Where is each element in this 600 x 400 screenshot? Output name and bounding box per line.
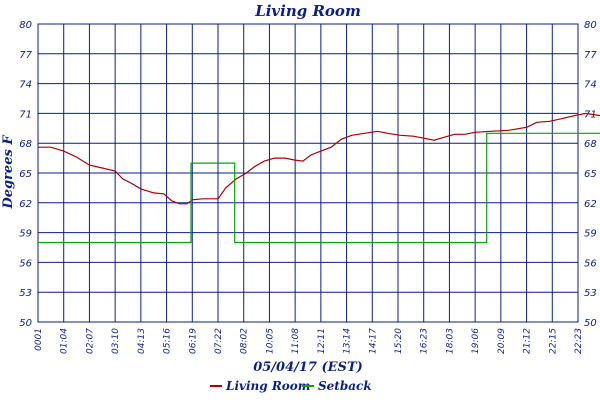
y-tick-label-left: 56 — [19, 258, 32, 269]
y-tick-labels-right: 50 53 56 59 62 65 68 71 74 77 80 — [584, 20, 597, 329]
x-tick-label: 21:12 — [523, 328, 533, 354]
x-tick-label: 06:19 — [188, 328, 198, 354]
y-axis-label: Degrees F — [1, 135, 16, 210]
y-tick-label-left: 59 — [19, 229, 32, 240]
x-tick-label: 22:23 — [574, 328, 584, 354]
y-tick-label-left: 71 — [19, 109, 32, 120]
y-tick-label-left: 77 — [19, 50, 32, 61]
y-tick-label-left: 62 — [19, 199, 32, 210]
x-tick-label: 13:14 — [343, 328, 353, 354]
chart-title: Living Room — [254, 2, 361, 20]
y-tick-labels-left: 50 53 56 59 62 65 68 71 74 77 80 — [19, 20, 32, 329]
y-tick-label-right: 71 — [584, 109, 597, 120]
x-tick-label: 02:07 — [85, 328, 95, 354]
x-tick-label: 15:20 — [394, 328, 404, 354]
x-tick-label: 19:06 — [471, 328, 481, 354]
x-tick-label: 22:15 — [548, 328, 558, 354]
legend-label: Setback — [318, 379, 372, 393]
x-tick-label: 20:09 — [497, 328, 507, 354]
x-tick-label: 12:11 — [317, 328, 327, 354]
series-group — [38, 112, 600, 244]
y-tick-label-right: 80 — [584, 20, 597, 31]
grid — [37, 23, 579, 323]
y-tick-label-right: 77 — [584, 50, 597, 61]
x-tick-label: 07:22 — [214, 328, 224, 354]
x-tick-label: 14:17 — [368, 328, 378, 354]
x-tick-label: 01:04 — [60, 328, 70, 354]
x-tick-label: 10:05 — [265, 328, 275, 354]
y-tick-label-left: 50 — [19, 318, 32, 329]
x-tick-labels: 0001 01:04 02:07 03:10 04:13 05:16 06:19 07:22 0… — [34, 328, 584, 354]
y-tick-label-right: 56 — [584, 258, 597, 269]
x-tick-label: 16:23 — [420, 328, 430, 354]
y-tick-label-left: 65 — [19, 169, 32, 180]
y-tick-label-right: 53 — [584, 288, 597, 299]
y-tick-label-right: 59 — [584, 229, 597, 240]
y-tick-label-right: 50 — [584, 318, 597, 329]
y-tick-label-left: 53 — [19, 288, 32, 299]
y-tick-label-right: 74 — [584, 80, 597, 91]
y-tick-label-right: 68 — [584, 139, 597, 150]
x-tick-label: 0001 — [34, 328, 44, 351]
x-tick-label: 03:10 — [111, 328, 121, 354]
x-tick-label: 11:08 — [291, 328, 301, 354]
y-tick-label-left: 74 — [19, 80, 32, 91]
x-tick-label: 04:13 — [137, 328, 147, 354]
x-tick-label: 05:16 — [163, 328, 173, 354]
x-tick-label: 08:02 — [240, 328, 250, 354]
series-line-living-room — [38, 112, 600, 205]
series-line-setback — [38, 132, 600, 244]
y-tick-label-left: 68 — [19, 139, 32, 150]
legend-label: Living Room — [225, 379, 311, 393]
x-axis-label: 05/04/17 (EST) — [253, 360, 363, 375]
y-tick-label-right: 62 — [584, 199, 597, 210]
y-tick-label-left: 80 — [19, 20, 32, 31]
x-tick-label: 18:03 — [445, 328, 455, 354]
y-tick-label-right: 65 — [584, 169, 597, 180]
legend: Living Room Setback — [210, 379, 372, 393]
